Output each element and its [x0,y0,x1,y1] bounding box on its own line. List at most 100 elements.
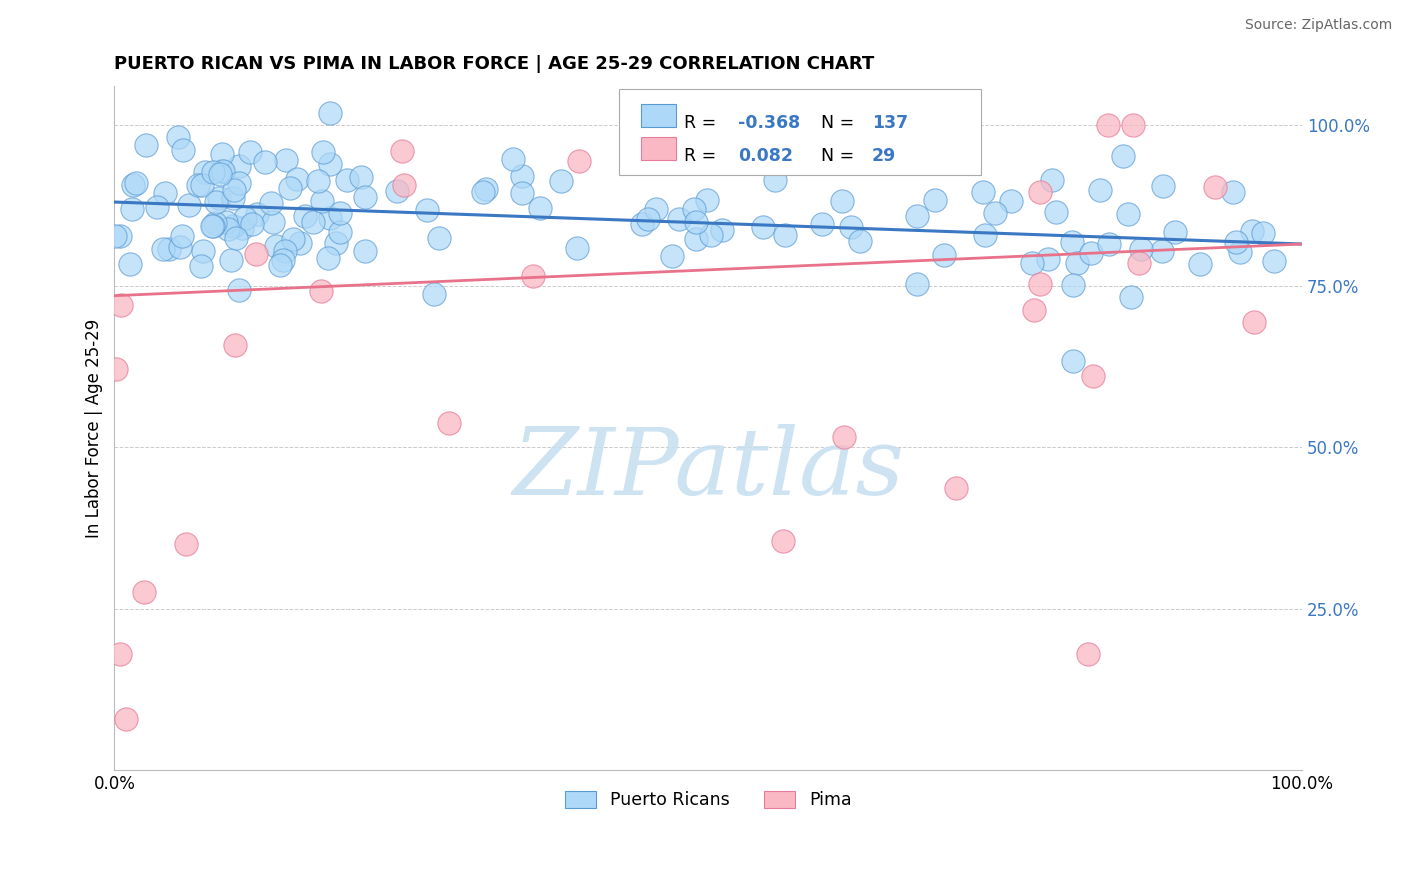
Point [1097,118,1119,132]
Text: 0.082: 0.082 [738,146,793,165]
Point [201,165,224,179]
Point [1240,224,1263,238]
Point [208,168,231,182]
Point [194,165,217,179]
Point [325,236,347,251]
Point [832,430,855,444]
Point [121,202,143,216]
Point [565,241,588,255]
Point [211,146,233,161]
Point [225,231,247,245]
Point [1000,194,1022,208]
Point [1036,252,1059,266]
Point [1024,302,1046,317]
Point [269,258,291,272]
Point [329,206,352,220]
Point [110,229,132,244]
Point [207,191,229,205]
Point [239,145,262,159]
Point [204,195,226,210]
Point [1062,235,1084,250]
Point [319,157,342,171]
Point [354,190,377,204]
Point [696,194,718,208]
Point [1081,368,1104,383]
Point [246,207,269,221]
Point [222,191,245,205]
Point [104,228,127,243]
Point [271,252,294,267]
Point [811,217,834,231]
Point [1128,255,1150,269]
Point [763,173,786,187]
Text: 29: 29 [872,146,897,165]
Point [568,154,591,169]
Point [1204,179,1226,194]
Point [204,216,226,230]
Point [307,174,329,188]
Point [423,287,446,301]
Point [752,220,775,235]
Point [472,186,495,200]
Point [924,193,946,207]
Point [224,338,246,352]
Point [191,178,214,192]
Point [264,238,287,252]
Point [319,106,342,120]
FancyBboxPatch shape [641,137,676,160]
Point [392,178,415,192]
Point [169,240,191,254]
Point [1062,277,1084,292]
Point [385,184,408,198]
Text: N =: N = [821,114,860,132]
Point [974,227,997,242]
Point [288,236,311,251]
Point [984,206,1007,220]
Point [1116,206,1139,220]
Point [110,647,132,661]
Text: N =: N = [821,146,860,165]
FancyBboxPatch shape [619,89,981,175]
Point [772,533,794,548]
Text: -0.368: -0.368 [738,114,800,132]
Point [831,194,853,208]
Point [550,173,572,187]
Point [1251,227,1274,241]
Point [1045,204,1067,219]
Point [353,244,375,259]
Point [1222,186,1244,200]
Point [172,143,194,157]
Point [228,159,250,173]
Point [945,481,967,495]
Point [125,176,148,190]
Point [1122,118,1144,132]
Point [177,197,200,211]
Point [281,232,304,246]
Point [391,144,413,158]
Point [201,219,224,234]
Point [1112,148,1135,162]
Point [645,202,668,216]
Point [1066,256,1088,270]
Legend: Puerto Ricans, Pima: Puerto Ricans, Pima [551,777,866,823]
Text: Source: ZipAtlas.com: Source: ZipAtlas.com [1244,18,1392,32]
Point [311,194,333,208]
Point [153,186,176,201]
Point [1021,256,1043,270]
Y-axis label: In Labor Force | Age 25-29: In Labor Force | Age 25-29 [86,318,103,538]
Point [1225,235,1247,249]
Point [167,129,190,144]
Point [1029,185,1052,199]
Point [427,231,450,245]
Point [934,248,956,262]
Point [146,200,169,214]
Point [661,249,683,263]
Point [710,223,733,237]
Point [174,537,197,551]
Point [309,284,332,298]
Point [233,211,256,226]
Point [972,185,994,199]
Point [522,269,544,284]
Point [685,215,707,229]
Point [222,183,245,197]
